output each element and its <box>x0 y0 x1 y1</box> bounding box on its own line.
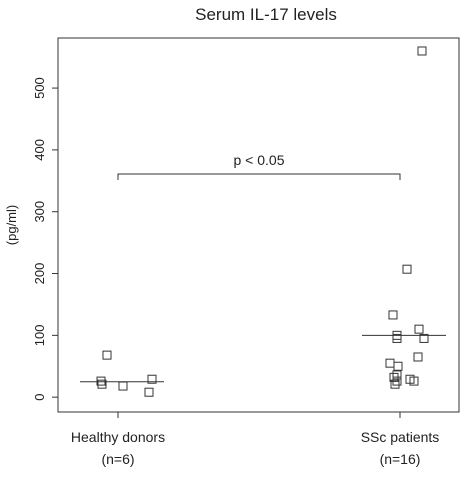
y-tick-label: 300 <box>32 201 47 223</box>
x-tick-sublabel: (n=16) <box>380 451 421 467</box>
y-axis-label: (pg/ml) <box>4 205 19 245</box>
y-tick-label: 500 <box>32 77 47 99</box>
y-tick-label: 200 <box>32 263 47 285</box>
data-point <box>392 333 402 343</box>
x-tick-label: SSc patients <box>361 429 440 445</box>
annotation: p < 0.05 <box>234 152 285 168</box>
data-point <box>393 361 403 371</box>
data-point <box>96 376 106 386</box>
x-tick-label: Healthy donors <box>71 429 165 445</box>
data-point <box>413 352 423 362</box>
data-point <box>419 333 429 343</box>
data-point <box>402 264 412 274</box>
data-point <box>144 387 154 397</box>
plot-frame <box>57 37 460 413</box>
chart-title: Serum IL-17 levels <box>195 5 337 24</box>
data-point <box>409 376 419 386</box>
data-point <box>392 370 402 380</box>
data-point <box>388 310 398 320</box>
data-point <box>414 324 424 334</box>
data-point <box>147 374 157 384</box>
y-tick-label: 100 <box>32 324 47 346</box>
data-point <box>118 381 128 391</box>
data-point <box>392 376 402 386</box>
y-tick-label: 400 <box>32 139 47 161</box>
significance-bracket <box>117 173 401 180</box>
data-point <box>390 379 400 389</box>
data-point <box>417 46 427 56</box>
y-tick-label: 0 <box>32 394 47 401</box>
x-tick-sublabel: (n=6) <box>101 451 134 467</box>
data-point <box>102 350 112 360</box>
data-point <box>97 379 107 389</box>
data-point <box>385 358 395 368</box>
